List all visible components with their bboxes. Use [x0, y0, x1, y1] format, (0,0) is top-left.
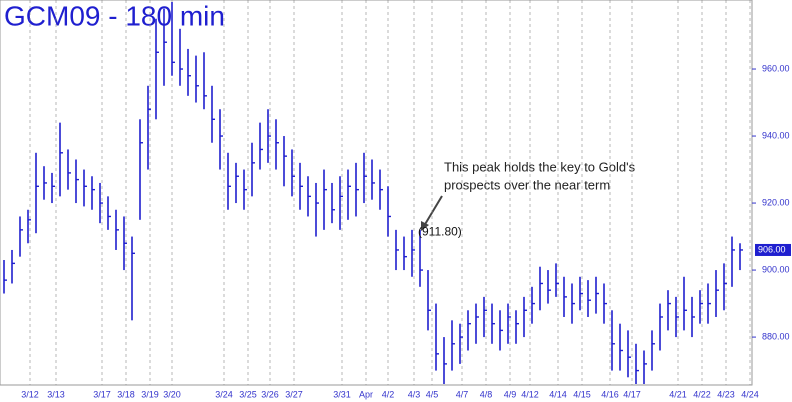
x-tick-label: 4/9: [504, 389, 517, 399]
y-tick-label: 940.00: [762, 130, 790, 140]
x-tick-label: 3/18: [117, 389, 135, 399]
x-tick-label: 3/26: [261, 389, 279, 399]
arrow-head: [421, 221, 429, 231]
y-tick-label: 900.00: [762, 264, 790, 274]
x-tick-label: 4/15: [573, 389, 591, 399]
x-tick-label: 4/17: [623, 389, 641, 399]
annotation-line: prospects over the near term: [444, 177, 610, 192]
x-tick-label: Apr: [359, 389, 373, 399]
x-tick-label: 4/12: [521, 389, 539, 399]
x-tick-label: 4/3: [408, 389, 421, 399]
x-tick-label: 3/20: [163, 389, 181, 399]
x-tick-label: 4/16: [601, 389, 619, 399]
chart-title: GCM09 - 180 min: [4, 0, 225, 31]
x-tick-label: 4/7: [456, 389, 469, 399]
x-tick-label: 3/13: [47, 389, 65, 399]
annotation-arrow: [423, 195, 443, 227]
x-tick-label: 3/24: [215, 389, 233, 399]
x-tick-label: 3/27: [285, 389, 303, 399]
y-tick-label: 920.00: [762, 197, 790, 207]
x-tick-label: 4/22: [693, 389, 711, 399]
peak-label: (911.80): [418, 225, 462, 239]
x-tick-label: 3/12: [21, 389, 39, 399]
y-tick-label: 880.00: [762, 331, 790, 341]
last-price-box: [755, 243, 791, 256]
x-tick-label: 3/31: [333, 389, 351, 399]
x-tick-label: 4/8: [480, 389, 493, 399]
x-tick-label: 4/24: [741, 389, 759, 399]
x-tick-label: 4/5: [426, 389, 439, 399]
x-tick-label: 4/14: [549, 389, 567, 399]
x-tick-label: 4/2: [382, 389, 395, 399]
y-tick-label: 960.00: [762, 63, 790, 73]
x-tick-label: 3/17: [93, 389, 111, 399]
last-price-label: 906.00: [758, 244, 786, 254]
x-tick-label: 4/23: [717, 389, 735, 399]
x-tick-label: 3/25: [239, 389, 257, 399]
x-tick-label: 3/19: [141, 389, 159, 399]
plot-area: [0, 0, 753, 386]
x-tick-label: 4/21: [669, 389, 687, 399]
annotation-line: This peak holds the key to Gold's: [444, 159, 636, 174]
